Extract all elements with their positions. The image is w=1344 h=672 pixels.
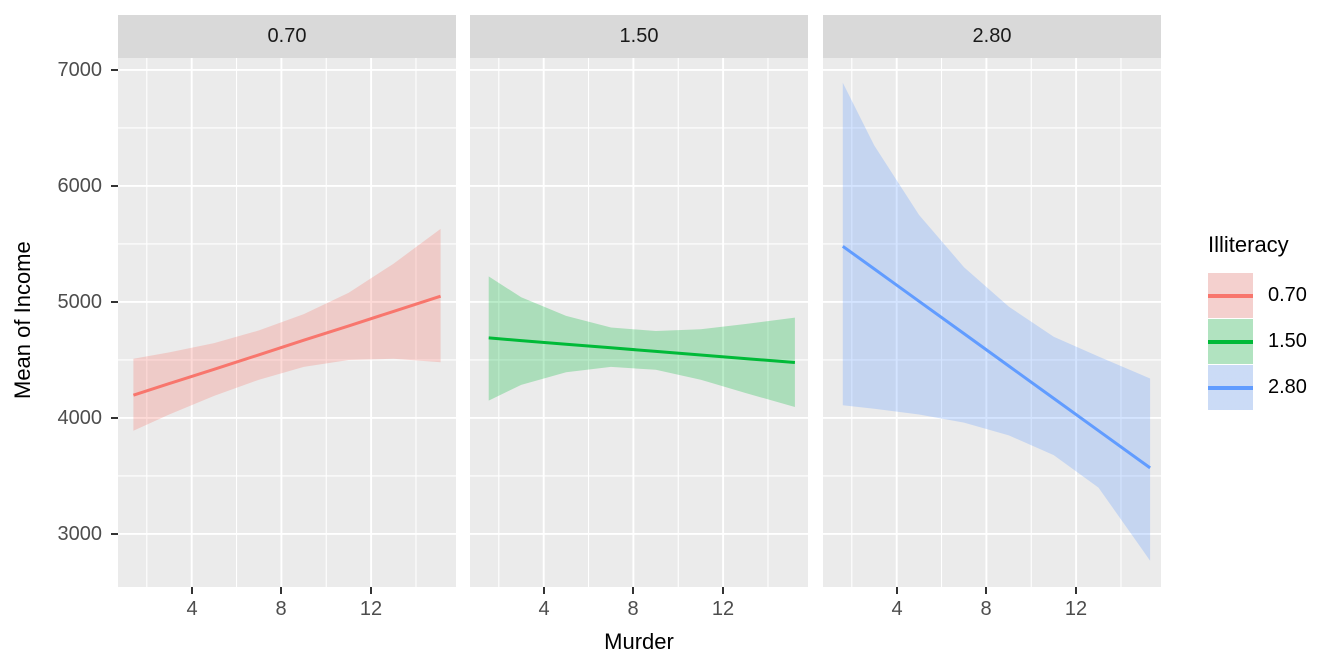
- panel-background: [118, 58, 456, 587]
- panel-background: [470, 58, 808, 587]
- confidence-ribbon: [842, 82, 1151, 561]
- facet-strip: 0.70: [118, 15, 456, 58]
- x-tick-label: 12: [359, 598, 383, 620]
- regression-line: [841, 245, 1151, 470]
- y-tick-label: 7000: [57, 59, 103, 81]
- x-tick-label: 4: [891, 598, 903, 620]
- x-tick-mark: [896, 587, 898, 594]
- facet-panel-0: 0.70: [118, 15, 456, 587]
- x-tick-mark: [985, 587, 987, 594]
- plot-area: [118, 58, 456, 587]
- regression-line: [132, 294, 442, 397]
- plot-area: [823, 58, 1161, 587]
- legend-title: Illiteracy: [1208, 232, 1289, 257]
- legend-item: 0.70: [1208, 273, 1344, 318]
- facet-strip: 2.80: [823, 15, 1161, 58]
- facet-strip: 1.50: [470, 15, 808, 58]
- legend-key-swatch: [1208, 273, 1253, 318]
- x-tick-mark: [543, 587, 545, 594]
- legend-key-swatch: [1208, 365, 1253, 410]
- x-tick-label: 8: [980, 598, 992, 620]
- x-tick-mark: [370, 587, 372, 594]
- x-tick-label: 8: [275, 598, 287, 620]
- legend-item: 1.50: [1208, 319, 1344, 364]
- x-tick-mark: [191, 587, 193, 594]
- legend-key-swatch: [1208, 319, 1253, 364]
- x-axis-title: Murder: [604, 629, 674, 654]
- x-tick-mark: [722, 587, 724, 594]
- confidence-ribbon: [488, 276, 795, 407]
- y-tick-mark: [111, 301, 118, 303]
- legend-label: 0.70: [1268, 284, 1307, 306]
- y-tick-mark: [111, 533, 118, 535]
- x-tick-mark: [280, 587, 282, 594]
- x-tick-label: 12: [711, 598, 735, 620]
- legend-item: 2.80: [1208, 365, 1344, 410]
- regression-line: [488, 336, 796, 364]
- facet-panel-2: 2.80: [823, 15, 1161, 587]
- legend-line-glyph: [1208, 385, 1253, 390]
- facet-label: 2.80: [972, 25, 1012, 47]
- confidence-ribbon: [133, 228, 441, 431]
- panel-background: [823, 58, 1161, 587]
- legend: Illiteracy 0.70 1.50 2.80: [1208, 232, 1344, 411]
- legend-label: 2.80: [1268, 376, 1307, 398]
- y-tick-label: 4000: [57, 407, 103, 429]
- legend-line-glyph: [1208, 293, 1253, 298]
- y-tick-mark: [111, 185, 118, 187]
- facet-label: 0.70: [267, 25, 307, 47]
- y-tick-label: 6000: [57, 175, 103, 197]
- x-tick-label: 4: [538, 598, 550, 620]
- facet-panel-1: 1.50: [470, 15, 808, 587]
- x-tick-mark: [632, 587, 634, 594]
- plot-area: [470, 58, 808, 587]
- x-tick-mark: [1075, 587, 1077, 594]
- y-axis-title: Mean of Income: [10, 241, 35, 399]
- legend-label: 1.50: [1268, 330, 1307, 352]
- x-tick-label: 12: [1064, 598, 1088, 620]
- facet-label: 1.50: [619, 25, 659, 47]
- y-tick-mark: [111, 69, 118, 71]
- x-tick-label: 8: [627, 598, 639, 620]
- x-tick-label: 4: [186, 598, 198, 620]
- y-tick-mark: [111, 417, 118, 419]
- legend-line-glyph: [1208, 339, 1253, 344]
- y-tick-label: 3000: [57, 523, 103, 545]
- y-tick-label: 5000: [57, 291, 103, 313]
